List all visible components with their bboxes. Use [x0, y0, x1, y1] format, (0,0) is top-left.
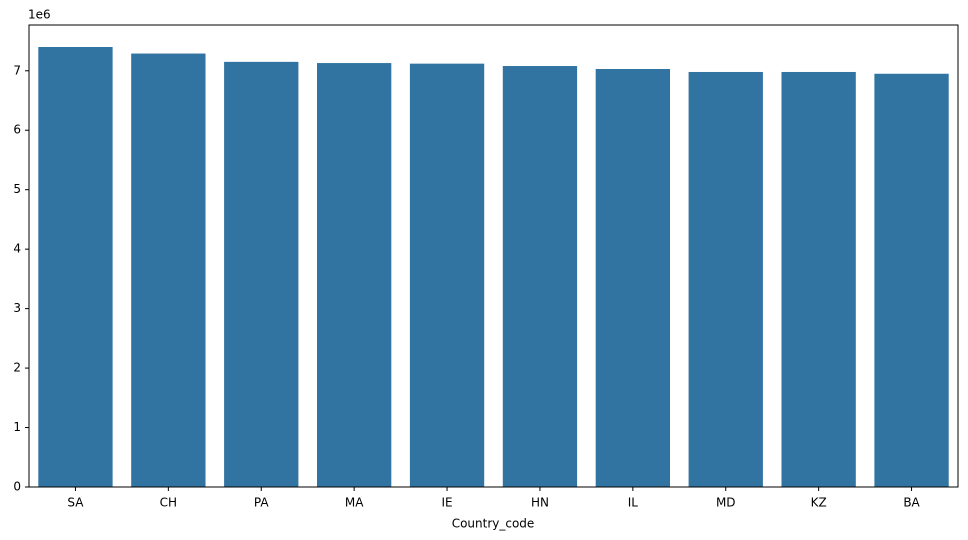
x-tick-label: KZ — [811, 496, 827, 510]
y-tick-label: 3 — [13, 301, 21, 315]
x-tick-label: CH — [160, 496, 177, 510]
x-tick-label: IE — [441, 496, 452, 510]
x-tick-label: BA — [903, 496, 920, 510]
y-offset-label: 1e6 — [28, 8, 51, 22]
y-tick-label: 2 — [13, 361, 21, 375]
y-tick-label: 1 — [13, 420, 21, 434]
bar — [38, 47, 113, 487]
bar — [502, 66, 578, 487]
plot-frame — [28, 24, 959, 488]
x-tick-label: MA — [345, 496, 364, 510]
y-tick-label: 4 — [13, 242, 21, 256]
bar — [316, 63, 392, 488]
bar — [688, 71, 763, 488]
x-tick-label: HN — [531, 496, 549, 510]
x-axis-label: Country_code — [452, 517, 535, 531]
y-tick-label: 0 — [13, 480, 21, 494]
bar — [595, 69, 671, 487]
bar — [409, 63, 485, 487]
x-tick-label: PA — [254, 496, 269, 510]
x-tick-label: IL — [628, 496, 639, 510]
bar — [874, 73, 949, 487]
x-tick-label: SA — [67, 496, 84, 510]
y-tick-label: 7 — [13, 63, 21, 77]
bar — [224, 61, 299, 487]
bar — [131, 53, 206, 488]
y-tick-label: 6 — [13, 123, 21, 137]
x-tick-label: MD — [716, 496, 736, 510]
y-tick-label: 5 — [13, 182, 21, 196]
bar — [781, 71, 856, 488]
